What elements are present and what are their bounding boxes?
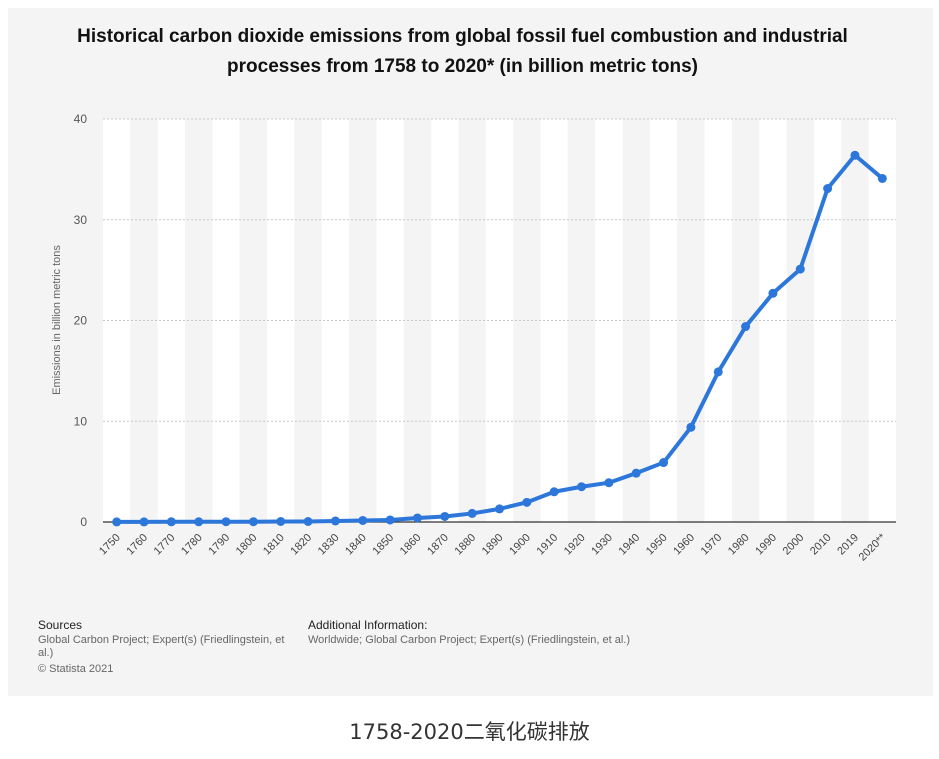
y-tick-label: 0 bbox=[80, 515, 87, 529]
y-tick-label: 40 bbox=[74, 112, 88, 126]
data-point[interactable] bbox=[112, 517, 122, 527]
x-tick-label: 2000 bbox=[781, 532, 807, 558]
data-point[interactable] bbox=[741, 322, 751, 332]
x-tick-label: 1750 bbox=[97, 532, 123, 558]
data-point[interactable] bbox=[330, 516, 340, 526]
x-tick-label: 1960 bbox=[671, 532, 697, 558]
additional-info-heading: Additional Information: bbox=[308, 618, 428, 632]
sources-line-1: Global Carbon Project; Expert(s) (Friedl… bbox=[38, 634, 285, 646]
data-point[interactable] bbox=[303, 516, 313, 526]
x-tick-label: 2010 bbox=[808, 532, 834, 558]
x-tick-label: 1770 bbox=[152, 532, 178, 558]
y-axis-title: Emissions in billion metric tons bbox=[51, 245, 63, 395]
sources-line-2: al.) bbox=[38, 647, 54, 659]
data-point[interactable] bbox=[823, 184, 833, 194]
x-tick-label: 1860 bbox=[398, 532, 424, 558]
data-point[interactable] bbox=[412, 513, 422, 523]
x-tick-label: 1970 bbox=[699, 532, 725, 558]
data-point[interactable] bbox=[877, 173, 887, 183]
y-tick-label: 10 bbox=[74, 414, 88, 428]
y-tick-labels: 0 10 20 30 40 bbox=[74, 112, 88, 529]
image-caption: 1758-2020二氧化碳排放 bbox=[349, 720, 590, 744]
x-tick-label: 1820 bbox=[288, 532, 314, 558]
x-tick-label: 1900 bbox=[507, 532, 533, 558]
chart-title: Historical carbon dioxide emissions from… bbox=[77, 26, 848, 77]
data-point[interactable] bbox=[768, 288, 778, 298]
data-point[interactable] bbox=[549, 487, 559, 497]
x-tick-label: 1890 bbox=[480, 532, 506, 558]
series-layer bbox=[112, 150, 887, 527]
y-tick-label: 30 bbox=[74, 213, 88, 227]
x-tick-label: 1760 bbox=[124, 532, 150, 558]
x-tick-label: 1980 bbox=[726, 532, 752, 558]
y-tick-label: 20 bbox=[74, 314, 88, 328]
x-tick-label: 1830 bbox=[316, 532, 342, 558]
data-point[interactable] bbox=[358, 515, 368, 525]
data-point[interactable] bbox=[440, 511, 450, 521]
x-tick-label: 2020** bbox=[857, 531, 889, 563]
x-tick-label: 1840 bbox=[343, 532, 369, 558]
x-tick-label: 1990 bbox=[753, 532, 779, 558]
data-point[interactable] bbox=[248, 517, 258, 527]
additional-info-text: Worldwide; Global Carbon Project; Expert… bbox=[308, 634, 630, 646]
data-point[interactable] bbox=[194, 517, 204, 527]
x-tick-labels: 1750 1760 1770 1780 1790 1800 1810 1820 1830 1840… bbox=[97, 531, 889, 563]
data-point[interactable] bbox=[577, 482, 587, 492]
data-point[interactable] bbox=[686, 422, 696, 432]
data-point[interactable] bbox=[221, 517, 231, 527]
data-point[interactable] bbox=[713, 367, 723, 377]
x-tick-label: 1870 bbox=[425, 532, 451, 558]
copyright-text: © Statista 2021 bbox=[38, 663, 114, 675]
data-point[interactable] bbox=[385, 515, 395, 525]
data-point[interactable] bbox=[795, 264, 805, 274]
gridlines bbox=[103, 118, 896, 422]
x-tick-label: 1910 bbox=[535, 532, 561, 558]
data-point[interactable] bbox=[139, 517, 149, 527]
x-tick-label: 1930 bbox=[589, 532, 615, 558]
x-tick-label: 1850 bbox=[370, 532, 396, 558]
data-point[interactable] bbox=[522, 497, 532, 507]
data-point[interactable] bbox=[166, 517, 176, 527]
x-tick-label: 1940 bbox=[617, 532, 643, 558]
x-tick-label: 1800 bbox=[234, 532, 260, 558]
x-tick-label: 1790 bbox=[206, 532, 232, 558]
data-point[interactable] bbox=[495, 504, 504, 514]
data-point[interactable] bbox=[467, 508, 477, 518]
x-tick-label: 1810 bbox=[261, 532, 287, 558]
sources-heading: Sources bbox=[38, 618, 83, 632]
x-tick-label: 1880 bbox=[452, 532, 478, 558]
data-point[interactable] bbox=[631, 468, 641, 478]
x-tick-label: 1780 bbox=[179, 532, 205, 558]
data-point[interactable] bbox=[659, 458, 669, 468]
x-tick-label: 1920 bbox=[562, 532, 588, 558]
data-point[interactable] bbox=[850, 150, 860, 160]
data-point[interactable] bbox=[276, 516, 286, 526]
data-point[interactable] bbox=[604, 478, 614, 488]
x-tick-label: 1950 bbox=[644, 532, 670, 558]
